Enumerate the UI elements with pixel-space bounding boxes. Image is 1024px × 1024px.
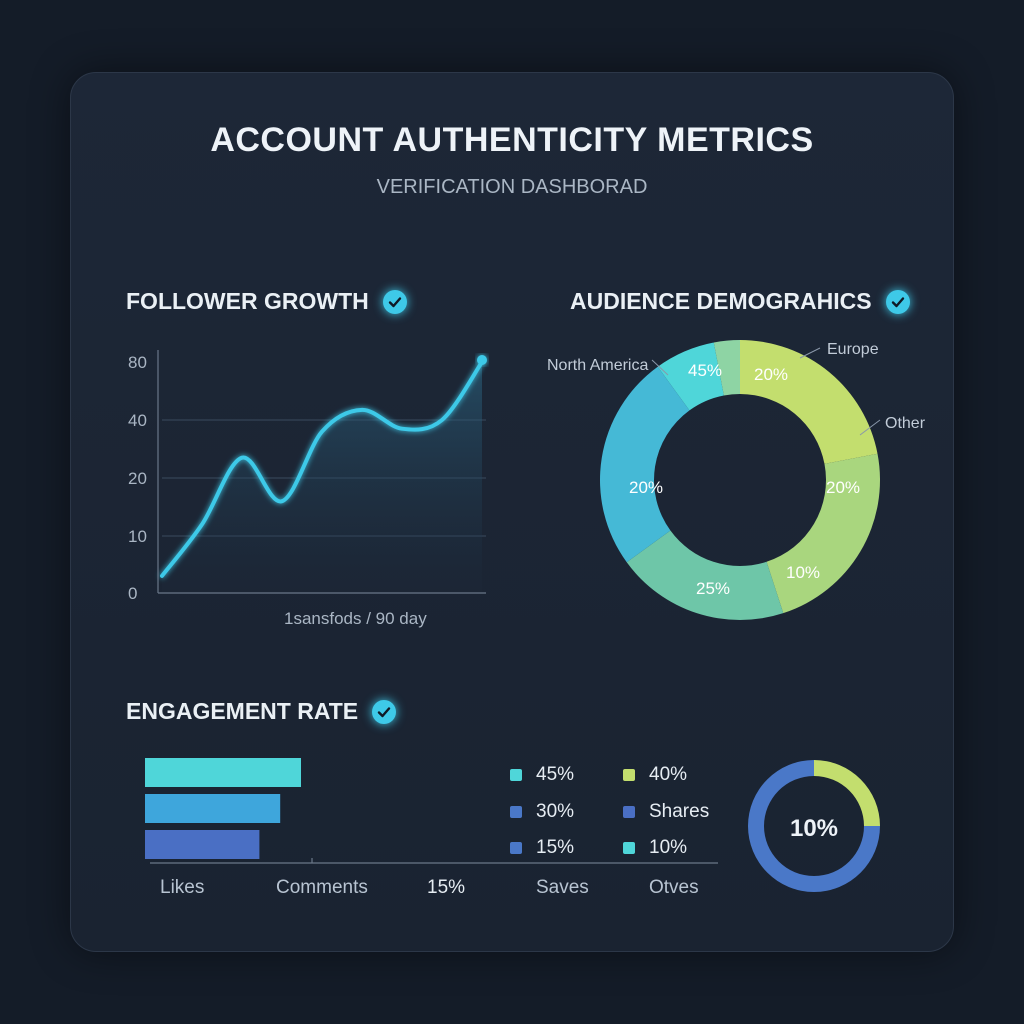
donut-slice (626, 530, 784, 620)
donut-slice-label: 20% (754, 365, 788, 384)
legend-swatch (623, 842, 635, 854)
y-tick-label: 80 (128, 353, 147, 372)
donut-slice (657, 342, 724, 411)
y-tick-label: 40 (128, 411, 147, 430)
audience-demographics-title: AUDIENCE DEMOGRAHICS (570, 288, 872, 314)
engagement-bar-chart (145, 758, 718, 864)
donut-slice (600, 366, 690, 563)
engagement-rate-title: ENGAGEMENT RATE (126, 698, 359, 724)
donut-slice (766, 453, 880, 614)
check-icon (885, 289, 910, 314)
audience-demographics-chart: 45%20%20%20%10%25% North America Europe … (547, 340, 926, 620)
legend-label: 45% (536, 764, 575, 785)
legend-label: 15% (536, 837, 575, 858)
legend-swatch (510, 769, 522, 781)
legend-label: 40% (649, 764, 688, 785)
legend-swatch (510, 842, 522, 854)
donut-slice-label: 20% (629, 478, 663, 497)
check-icon (382, 289, 407, 314)
engagement-bar (145, 758, 301, 787)
donut-slice-label: 45% (688, 361, 722, 380)
bar-axis-label-comments: Comments (276, 877, 368, 898)
legend-item: Shares (623, 801, 709, 823)
legend-label: Shares (649, 801, 710, 822)
legend-label: 10% (649, 837, 688, 858)
y-tick-label: 0 (128, 584, 137, 603)
follower-growth-chart: 80 40 20 10 0 1sansfods / 90 day (128, 350, 487, 628)
legend-item: 40% (623, 764, 687, 786)
follower-growth-endpoint (477, 355, 487, 365)
x-axis-label: 1sansfods / 90 day (284, 609, 427, 628)
gauge-center-label: 10% (790, 815, 838, 842)
bar-axis-label-likes: Likes (160, 877, 205, 898)
legend-swatch (623, 806, 635, 818)
legend-swatch (623, 769, 635, 781)
check-icon (372, 699, 397, 724)
y-tick-label: 20 (128, 469, 147, 488)
engagement-rate-heading: ENGAGEMENT RATE (126, 698, 397, 725)
page-title: ACCOUNT AUTHENTICITY METRICS (210, 121, 814, 159)
page-subtitle: VERIFICATION DASHBORAD (376, 176, 648, 198)
follower-growth-heading: FOLLOWER GROWTH (126, 288, 407, 315)
legend-item: 45% (510, 764, 574, 786)
audience-demographics-heading: AUDIENCE DEMOGRAHICS (570, 288, 910, 315)
donut-slice (740, 340, 878, 464)
gauge-slice (814, 760, 880, 826)
callout-other: Other (885, 415, 926, 432)
legend-item: 15% (510, 837, 574, 859)
follower-growth-line (160, 360, 484, 578)
engagement-bar (145, 830, 260, 859)
callout-europe: Europe (827, 341, 879, 358)
bar-axis-label-percent: 15% (427, 877, 466, 898)
callout-line (859, 419, 881, 436)
callout-line (651, 359, 669, 376)
follower-growth-area (162, 362, 482, 593)
legend-label: 30% (536, 801, 575, 822)
callout-north-america: North America (547, 357, 648, 374)
bar-axis-label-saves: Saves (536, 877, 589, 898)
legend-item: 30% (510, 801, 574, 823)
legend-item: 10% (623, 837, 687, 859)
donut-slice-label: 20% (826, 478, 860, 497)
donut-slice-label: 10% (786, 563, 820, 582)
engagement-gauge: 10% (748, 760, 880, 892)
donut-slice (713, 340, 740, 396)
bar-axis-label-otves: Otves (649, 877, 699, 898)
engagement-bar (145, 794, 281, 823)
callout-line (799, 347, 821, 359)
y-tick-label: 10 (128, 527, 147, 546)
donut-slice-label: 25% (696, 579, 730, 598)
legend-swatch (510, 806, 522, 818)
follower-growth-title: FOLLOWER GROWTH (126, 288, 369, 314)
